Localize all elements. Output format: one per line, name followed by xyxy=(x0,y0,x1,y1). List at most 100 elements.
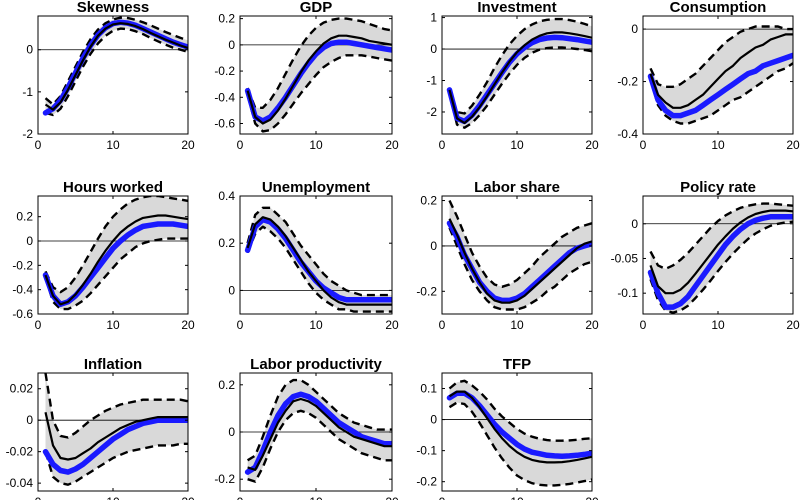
plot-area xyxy=(38,373,188,486)
confidence-band xyxy=(449,380,592,486)
blue-series-line xyxy=(244,39,392,124)
upper-bound-line xyxy=(649,202,793,271)
x-tick-label: 20 xyxy=(786,318,800,332)
y-tick-label: 0.2 xyxy=(218,12,235,26)
x-tick-label: 10 xyxy=(510,495,524,500)
blue-series-line xyxy=(244,391,392,475)
panel-6: 0 10 20 -0.2 0 0.2 Labor share xyxy=(416,179,599,332)
x-tick-label: 0 xyxy=(640,138,647,152)
panel-title: Investment xyxy=(477,0,556,16)
x-tick-label: 10 xyxy=(711,138,725,152)
upper-bound-line xyxy=(246,206,392,297)
x-tick-label: 10 xyxy=(711,318,725,332)
y-tick-label: 0.2 xyxy=(16,210,33,224)
y-tick-label: 0 xyxy=(631,217,638,231)
lower-bound-line xyxy=(44,442,188,486)
y-tick-label: -0.1 xyxy=(416,444,437,458)
x-tick-label: 0 xyxy=(35,495,42,500)
black-series-line xyxy=(448,390,592,464)
panel-title: Skewness xyxy=(77,0,150,16)
lower-bound-line xyxy=(247,409,392,483)
y-tick-label: -0.2 xyxy=(12,258,33,272)
x-tick-label: 0 xyxy=(439,495,446,500)
panel-8: 0 10 20 -0.04 -0.02 0 0.02 Inflation xyxy=(6,356,195,500)
confidence-band xyxy=(45,373,188,485)
x-tick-label: 20 xyxy=(786,138,800,152)
lower-bound-line xyxy=(44,237,188,311)
y-tick-label: 1 xyxy=(430,11,437,25)
y-tick-label: -0.4 xyxy=(12,283,33,297)
x-tick-label: 10 xyxy=(510,138,524,152)
lower-bound-line xyxy=(649,62,793,125)
x-tick-label: 0 xyxy=(35,318,42,332)
x-tick-label: 10 xyxy=(106,318,120,332)
y-tick-label: 0 xyxy=(26,43,33,57)
x-tick-label: 0 xyxy=(237,495,244,500)
upper-bound-line xyxy=(44,196,188,294)
plot-area xyxy=(240,206,392,313)
plot-area xyxy=(442,379,592,487)
upper-bound-line xyxy=(246,378,392,462)
y-tick-label: -0.2 xyxy=(617,75,638,89)
black-series-line xyxy=(448,218,592,304)
y-tick-label: -0.2 xyxy=(214,64,235,78)
x-tick-label: 0 xyxy=(237,318,244,332)
panel-title: Inflation xyxy=(84,356,142,373)
plot-area xyxy=(240,17,392,133)
black-series-line xyxy=(246,216,392,306)
black-series-line xyxy=(44,214,188,306)
y-tick-label: -0.1 xyxy=(617,286,638,300)
black-series-line xyxy=(246,34,392,125)
panel-title: TFP xyxy=(503,356,531,373)
blue-series-line xyxy=(244,216,392,303)
plot-area xyxy=(38,16,188,117)
y-tick-label: 0.02 xyxy=(10,382,34,396)
black-series-line xyxy=(44,412,188,461)
y-tick-label: -0.6 xyxy=(12,307,33,321)
x-tick-label: 0 xyxy=(35,138,42,152)
plot-area xyxy=(442,199,592,311)
panel-title: GDP xyxy=(300,0,333,16)
y-tick-label: -0.02 xyxy=(6,445,34,459)
x-tick-label: 20 xyxy=(385,318,399,332)
panel-title: Labor share xyxy=(474,179,560,196)
y-tick-label: -0.05 xyxy=(611,251,639,265)
x-tick-label: 10 xyxy=(309,318,323,332)
upper-bound-line xyxy=(44,373,188,439)
x-tick-label: 10 xyxy=(510,318,524,332)
confidence-band xyxy=(45,17,188,116)
x-tick-label: 20 xyxy=(181,138,195,152)
x-tick-label: 10 xyxy=(309,138,323,152)
plot-area xyxy=(38,196,188,311)
y-tick-label: 0 xyxy=(228,283,235,297)
y-tick-label: 0.4 xyxy=(218,189,235,203)
y-tick-label: 0.2 xyxy=(218,378,235,392)
y-tick-label: 0.1 xyxy=(420,382,437,396)
lower-bound-line xyxy=(448,227,592,311)
y-tick-label: 0.2 xyxy=(218,236,235,250)
x-tick-label: 10 xyxy=(309,495,323,500)
y-tick-label: -0.2 xyxy=(214,472,235,486)
x-tick-label: 10 xyxy=(106,138,120,152)
x-tick-label: 20 xyxy=(585,318,599,332)
plot-area xyxy=(643,202,793,314)
blue-series-line xyxy=(42,417,188,475)
upper-bound-line xyxy=(246,17,392,109)
black-series-line xyxy=(44,22,188,111)
y-tick-label: 0.2 xyxy=(420,194,437,208)
plot-area xyxy=(240,378,392,483)
panel-title: Hours worked xyxy=(63,179,163,196)
y-tick-label: -0.04 xyxy=(6,476,34,490)
panel-title: Unemployment xyxy=(262,179,370,196)
y-tick-label: -0.2 xyxy=(416,284,437,298)
black-series-line xyxy=(649,209,793,295)
confidence-band xyxy=(449,200,592,310)
x-tick-label: 0 xyxy=(439,318,446,332)
x-tick-label: 20 xyxy=(385,495,399,500)
x-tick-label: 0 xyxy=(439,138,446,152)
panel-4: 0 10 20 -0.6 -0.4 -0.2 0 0.2 Hours worked xyxy=(12,179,195,332)
y-tick-label: 0 xyxy=(631,22,638,36)
panel-1: 0 10 20 -0.6 -0.4 -0.2 0 0.2 GDP xyxy=(214,0,399,152)
y-tick-label: -1 xyxy=(22,85,33,99)
